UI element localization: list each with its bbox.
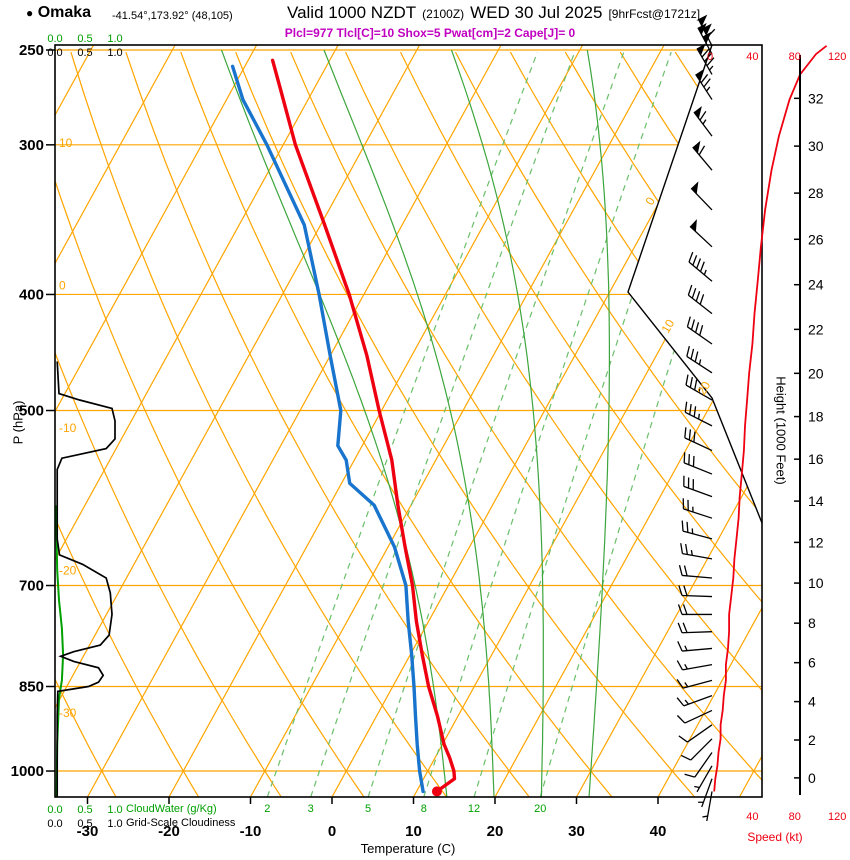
valid-zulu: (2100Z) [422, 7, 465, 21]
isotherm-label: 20 [694, 379, 713, 398]
surface-point [431, 786, 442, 797]
grid-scale-caption: Grid-Scale Cloudiness [126, 817, 236, 829]
cloudwater-scale-label: 0.5 [77, 804, 92, 816]
isotherm-label: -20 [59, 564, 77, 578]
gridscale-scale-label: 0.5 [77, 47, 92, 59]
temp-tick-label: -10 [240, 823, 262, 840]
pressure-tick-label: 400 [19, 286, 44, 303]
height-tick-label: 26 [808, 231, 824, 247]
temperature-axis-title: Temperature (C) [360, 841, 456, 856]
cloudwater-scale-label: 0.0 [47, 33, 62, 45]
height-tick-label: 24 [808, 277, 824, 293]
pressure-tick-label: 300 [19, 137, 44, 154]
temp-tick-label: 0 [328, 823, 336, 840]
speed-tick-label: 0 [707, 51, 713, 63]
speed-tick-label: 40 [746, 51, 758, 63]
cloudwater-caption: CloudWater (g/Kg) [126, 803, 217, 815]
mixing-ratio-label: 2 [264, 803, 270, 815]
height-tick-label: 22 [808, 321, 824, 337]
temp-tick-label: 20 [487, 823, 504, 840]
height-tick-label: 32 [808, 90, 824, 106]
forecast-tag: [9hrFcst@1721z] [608, 7, 701, 21]
data-boundary [627, 44, 763, 524]
mixing-ratio-label: 12 [468, 803, 480, 815]
gridscale-scale-label: 0.0 [47, 47, 62, 59]
speed-axis-title: Speed (kt) [747, 830, 803, 844]
wind-speed-curve [713, 45, 828, 792]
pressure-tick-label: 700 [19, 578, 44, 595]
isotherm-label: 0 [59, 279, 66, 293]
height-tick-label: 0 [808, 770, 816, 786]
cloudwater-scale-label: 1.0 [107, 33, 122, 45]
speed-tick-label: 80 [789, 811, 801, 823]
temp-tick-label: -20 [158, 823, 180, 840]
mixing-ratio-label: 5 [365, 803, 371, 815]
temperature-curve [270, 58, 457, 794]
gridscale-scale-label: 1.0 [107, 818, 122, 830]
temp-tick-label: -30 [77, 823, 99, 840]
dewpoint-curve [230, 64, 425, 794]
pressure-tick-label: 250 [19, 42, 44, 59]
pressure-tick-label: 850 [19, 679, 44, 696]
valid-time: Valid 1000 NZDT (2100Z) WED 30 Jul 2025 … [287, 3, 700, 23]
station-name: Omaka [37, 4, 92, 21]
mixing-ratio-label: 20 [534, 803, 546, 815]
height-axis-title: Height (1000 Feet) [773, 376, 789, 485]
height-tick-label: 10 [808, 575, 824, 591]
height-tick-label: 14 [808, 493, 824, 509]
sounding-parameters: Plcl=977 Tlcl[C]=10 Shox=5 Pwat[cm]=2 Ca… [284, 26, 576, 40]
valid-date: WED 30 Jul 2025 [470, 3, 603, 22]
skewt-grid [55, 45, 762, 797]
isotherm-label: -10 [59, 421, 77, 435]
height-tick-label: 4 [808, 694, 816, 710]
height-tick-label: 30 [808, 138, 824, 154]
speed-tick-label: 120 [828, 51, 846, 63]
mixing-ratio-label: 3 [308, 803, 314, 815]
cloudwater-scale-label: 0.5 [77, 33, 92, 45]
station-bullet-icon: ● [26, 6, 34, 20]
height-tick-label: 20 [808, 365, 824, 381]
wind-barbs [676, 14, 716, 822]
mixing-ratio-label: 8 [421, 803, 427, 815]
grid-scale-cloudiness-profile [56, 361, 116, 797]
speed-tick-label: 40 [746, 811, 758, 823]
gridscale-scale-label: 0.0 [47, 818, 62, 830]
height-tick-label: 6 [808, 655, 816, 671]
cloudwater-scale-label: 0.0 [47, 804, 62, 816]
height-tick-label: 2 [808, 732, 816, 748]
gridscale-scale-label: 0.5 [77, 818, 92, 830]
height-tick-label: 18 [808, 409, 824, 425]
speed-tick-label: 120 [828, 811, 846, 823]
height-tick-label: 8 [808, 615, 816, 631]
gridscale-scale-label: 1.0 [107, 47, 122, 59]
isotherm-label: 0 [642, 194, 658, 207]
height-tick-label: 28 [808, 185, 824, 201]
isotherm-label: -30 [59, 706, 77, 720]
cloudwater-scale-label: 1.0 [107, 804, 122, 816]
isotherm-label: 10 [59, 136, 73, 150]
height-tick-label: 16 [808, 451, 824, 467]
pressure-tick-label: 500 [19, 403, 44, 420]
height-tick-label: 12 [808, 534, 824, 550]
temp-tick-label: 40 [650, 823, 667, 840]
temp-tick-label: 10 [405, 823, 422, 840]
station-coordinates: -41.54°,173.92° (48,105) [112, 10, 233, 22]
speed-tick-label: 80 [789, 51, 801, 63]
valid-prefix: Valid 1000 NZDT [287, 3, 417, 22]
station-title: ● Omaka [26, 4, 91, 22]
pressure-axis-title: P (hPa) [10, 400, 26, 445]
pressure-tick-label: 1000 [11, 763, 44, 780]
isotherm-label: 10 [658, 317, 677, 336]
temp-tick-label: 30 [568, 823, 585, 840]
plot-frame [54, 44, 763, 798]
